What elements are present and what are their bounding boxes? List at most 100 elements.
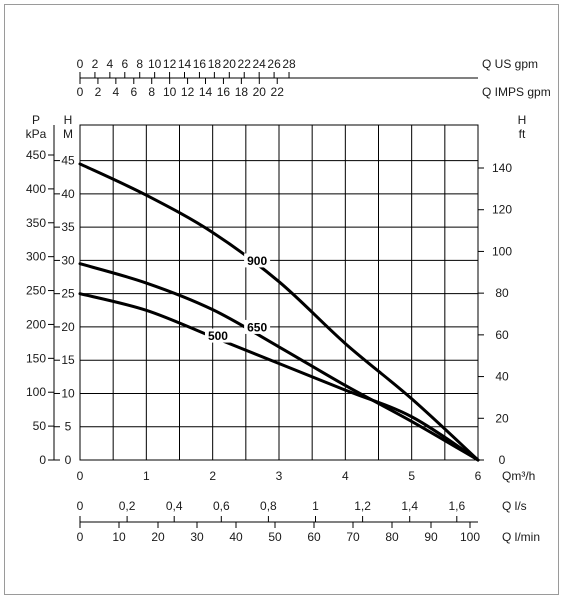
tick-label-p-kpa: 0 — [39, 453, 46, 467]
chart-frame — [4, 4, 559, 595]
tick-label-q-us-gpm: 6 — [121, 57, 128, 71]
tick-label-q-imps-gpm: 16 — [217, 85, 231, 99]
tick-label-p-kpa: 300 — [26, 250, 46, 264]
tick-label-q-imps-gpm: 12 — [181, 85, 195, 99]
tick-label-q-imps-gpm: 8 — [148, 85, 155, 99]
tick-label-q-lmin: 70 — [346, 530, 360, 544]
axis-label-q-m3h: Qm³/h — [502, 469, 535, 483]
tick-label-q-lmin: 80 — [385, 530, 399, 544]
tick-label-q-imps-gpm: 14 — [199, 85, 213, 99]
tick-label-h-m: 35 — [61, 220, 75, 234]
tick-label-h-m: 45 — [61, 154, 75, 168]
tick-label-h-ft: 60 — [495, 328, 509, 342]
tick-label-q-lmin: 100 — [460, 530, 480, 544]
tick-label-q-imps-gpm: 10 — [163, 85, 177, 99]
tick-label-q-us-gpm: 2 — [92, 57, 99, 71]
tick-label-q-imps-gpm: 2 — [95, 85, 102, 99]
tick-label-q-us-gpm: 12 — [163, 57, 177, 71]
tick-label-q-lmin: 90 — [424, 530, 438, 544]
tick-label-h-m: 0 — [65, 453, 72, 467]
axis-label-h-right: H — [518, 113, 527, 127]
tick-label-q-us-gpm: 4 — [107, 57, 114, 71]
tick-label-h-ft: 40 — [495, 370, 509, 384]
tick-label-q-imps-gpm: 6 — [130, 85, 137, 99]
curve-label-bg-900 — [244, 253, 271, 268]
axis-label-m: M — [63, 127, 73, 141]
tick-label-q-us-gpm: 22 — [238, 57, 252, 71]
axis-label-q-ls: Q l/s — [502, 499, 527, 513]
tick-label-q-lmin: 0 — [77, 530, 84, 544]
axis-label-ft: ft — [519, 127, 526, 141]
curve-label-900: 900 — [247, 254, 267, 268]
plot-axes — [48, 72, 484, 528]
curve-500 — [78, 292, 480, 462]
tick-label-h-ft: 80 — [495, 286, 509, 300]
tick-label-q-ls: 1,2 — [354, 499, 371, 513]
tick-label-q-imps-gpm: 4 — [113, 85, 120, 99]
tick-label-p-kpa: 150 — [26, 351, 46, 365]
tick-label-q-imps-gpm: 22 — [271, 85, 285, 99]
tick-label-q-us-gpm: 18 — [208, 57, 222, 71]
tick-label-q-us-gpm: 20 — [223, 57, 237, 71]
curves: 500 650 900 — [78, 162, 480, 462]
tick-label-h-m: 30 — [61, 253, 75, 267]
tick-label-h-ft: 140 — [492, 161, 512, 175]
axis-label-h-left: H — [64, 113, 73, 127]
tick-label-q-m3h: 5 — [408, 469, 415, 483]
tick-label-h-m: 40 — [61, 187, 75, 201]
tick-label-q-ls: 0,6 — [213, 499, 230, 513]
tick-label-q-m3h: 1 — [143, 469, 150, 483]
curve-900 — [78, 162, 480, 462]
tick-label-q-us-gpm: 8 — [136, 57, 143, 71]
axis-label-kpa: kPa — [26, 127, 47, 141]
tick-label-h-m: 15 — [61, 353, 75, 367]
tick-label-q-ls: 1,6 — [448, 499, 465, 513]
tick-label-p-kpa: 200 — [26, 317, 46, 331]
tick-label-q-lmin: 20 — [151, 530, 165, 544]
tick-label-q-ls: 0,2 — [119, 499, 136, 513]
tick-label-q-m3h: 0 — [77, 469, 84, 483]
tick-label-h-ft: 120 — [492, 203, 512, 217]
tick-label-q-us-gpm: 24 — [252, 57, 266, 71]
tick-label-p-kpa: 50 — [33, 419, 47, 433]
curve-650 — [78, 262, 480, 462]
axis-label-p: P — [32, 113, 40, 127]
tick-label-q-m3h: 3 — [276, 469, 283, 483]
axis-label-q-us-gpm: Q US gpm — [482, 57, 538, 71]
tick-label-q-us-gpm: 0 — [77, 57, 84, 71]
tick-label-q-us-gpm: 14 — [178, 57, 192, 71]
tick-label-q-m3h: 4 — [342, 469, 349, 483]
tick-label-q-imps-gpm: 18 — [235, 85, 249, 99]
tick-label-q-ls: 1 — [312, 499, 319, 513]
curve-label-650: 650 — [247, 320, 267, 334]
tick-label-h-m: 10 — [61, 386, 75, 400]
tick-label-q-m3h: 2 — [209, 469, 216, 483]
tick-label-p-kpa: 400 — [26, 182, 46, 196]
curve-label-bg-650 — [244, 319, 271, 334]
tick-label-h-ft: 100 — [492, 244, 512, 258]
curve-label-500: 500 — [208, 329, 228, 343]
tick-label-q-lmin: 40 — [229, 530, 243, 544]
tick-label-h-m: 25 — [61, 287, 75, 301]
tick-label-h-ft: 0 — [499, 453, 506, 467]
tick-label-q-imps-gpm: 20 — [253, 85, 267, 99]
axis-label-q-imps-gpm: Q IMPS gpm — [482, 85, 551, 99]
curve-label-bg-500 — [204, 328, 231, 343]
tick-label-q-ls: 0,4 — [166, 499, 183, 513]
tick-label-p-kpa: 450 — [26, 148, 46, 162]
tick-label-q-lmin: 10 — [112, 530, 126, 544]
tick-label-q-us-gpm: 26 — [267, 57, 281, 71]
tick-label-q-lmin: 50 — [268, 530, 282, 544]
tick-label-q-ls: 0 — [77, 499, 84, 513]
tick-label-p-kpa: 100 — [26, 385, 46, 399]
tick-label-q-lmin: 30 — [190, 530, 204, 544]
tick-label-q-imps-gpm: 0 — [77, 85, 84, 99]
tick-label-q-us-gpm: 16 — [193, 57, 207, 71]
tick-label-h-m: 20 — [61, 320, 75, 334]
tick-label-p-kpa: 350 — [26, 216, 46, 230]
tick-label-q-us-gpm: 10 — [148, 57, 162, 71]
tick-label-q-ls: 1,4 — [401, 499, 418, 513]
plot-grid — [79, 124, 479, 461]
